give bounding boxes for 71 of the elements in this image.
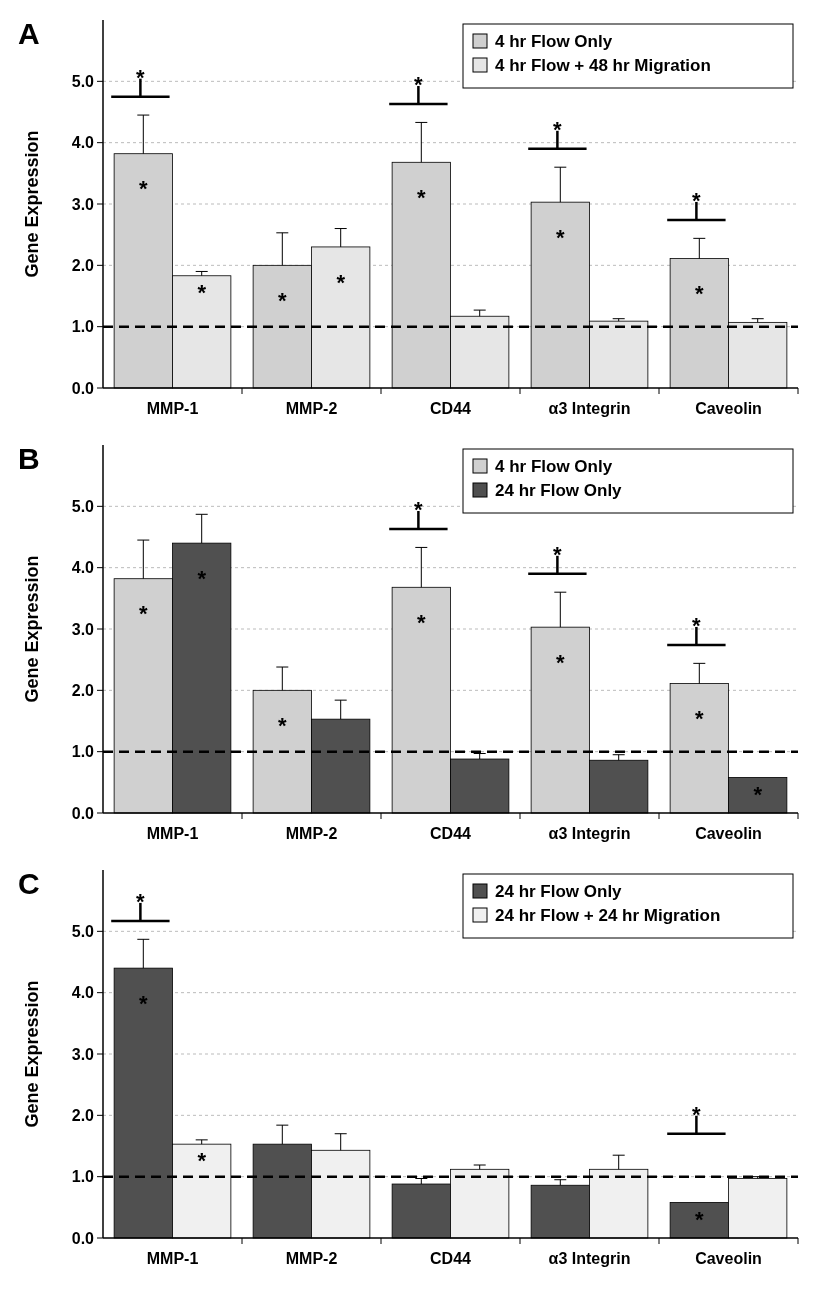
annotation: * xyxy=(553,541,563,567)
y-tick-label: 5.0 xyxy=(71,72,95,90)
y-axis-title: Gene Expression xyxy=(22,130,42,278)
y-tick-label: 4.0 xyxy=(71,134,95,152)
x-tick-label: MMP-2 xyxy=(285,825,338,842)
legend-label: 24 hr Flow Only xyxy=(495,881,623,901)
data-label: * xyxy=(139,601,149,627)
annotation: * xyxy=(692,612,702,638)
data-label: * xyxy=(695,1206,705,1232)
y-tick-label: 1.0 xyxy=(71,743,95,761)
data-label: * xyxy=(197,280,207,306)
x-tick-label: CD44 xyxy=(430,825,472,842)
legend-label: 4 hr Flow + 48 hr Migration xyxy=(495,55,711,75)
legend-label: 24 hr Flow + 24 hr Migration xyxy=(495,905,721,925)
legend-label: 24 hr Flow Only xyxy=(495,480,623,500)
y-tick-label: 0.0 xyxy=(71,804,95,822)
y-tick-label: 0.0 xyxy=(71,1229,95,1247)
annotation: * xyxy=(553,116,563,142)
x-tick-label: Caveolin xyxy=(695,825,762,842)
x-tick-label: CD44 xyxy=(430,1250,472,1267)
chart-title: B xyxy=(18,442,40,475)
data-label: * xyxy=(695,706,705,732)
data-label: * xyxy=(278,288,288,314)
x-tick-label: MMP-1 xyxy=(146,825,199,842)
annotation: * xyxy=(692,187,702,213)
data-label: * xyxy=(695,281,705,307)
y-tick-label: 5.0 xyxy=(71,922,95,940)
data-label: * xyxy=(556,649,566,675)
data-label: * xyxy=(139,990,149,1016)
annotation: * xyxy=(136,888,146,914)
x-tick-label: α3 Integrin xyxy=(548,825,631,842)
x-tick-label: Caveolin xyxy=(695,400,762,417)
y-tick-label: 4.0 xyxy=(71,984,95,1002)
x-tick-label: α3 Integrin xyxy=(548,1250,631,1267)
data-label: * xyxy=(197,565,207,591)
y-axis-title: Gene Expression xyxy=(22,980,42,1128)
data-label: * xyxy=(753,781,763,807)
data-label: * xyxy=(278,713,288,739)
x-tick-label: MMP-1 xyxy=(146,400,199,417)
y-tick-label: 2.0 xyxy=(71,681,95,699)
x-tick-label: α3 Integrin xyxy=(548,400,631,417)
y-tick-label: 4.0 xyxy=(71,559,95,577)
legend-label: 4 hr Flow Only xyxy=(495,31,613,51)
y-tick-label: 2.0 xyxy=(71,1106,95,1124)
annotation: * xyxy=(692,1101,702,1127)
y-tick-label: 3.0 xyxy=(71,620,95,638)
annotation: * xyxy=(136,64,146,90)
x-tick-label: Caveolin xyxy=(695,1250,762,1267)
data-label: * xyxy=(336,269,346,295)
chart-title: C xyxy=(18,867,40,900)
y-tick-label: 5.0 xyxy=(71,497,95,515)
data-label: * xyxy=(197,1148,207,1174)
y-tick-label: 0.0 xyxy=(71,379,95,397)
x-tick-label: MMP-2 xyxy=(285,400,338,417)
data-label: * xyxy=(417,185,427,211)
data-label: * xyxy=(417,610,427,636)
y-tick-label: 3.0 xyxy=(71,1045,95,1063)
data-label: * xyxy=(139,176,149,202)
x-tick-label: CD44 xyxy=(430,400,472,417)
legend-label: 4 hr Flow Only xyxy=(495,456,613,476)
annotation: * xyxy=(414,497,424,523)
y-axis-title: Gene Expression xyxy=(22,555,42,703)
data-label: * xyxy=(556,224,566,250)
chart-title: A xyxy=(18,17,40,50)
y-tick-label: 1.0 xyxy=(71,1168,95,1186)
x-tick-label: MMP-2 xyxy=(285,1250,338,1267)
y-tick-label: 2.0 xyxy=(71,256,95,274)
x-tick-label: MMP-1 xyxy=(146,1250,199,1267)
annotation: * xyxy=(414,72,424,98)
y-tick-label: 3.0 xyxy=(71,195,95,213)
y-tick-label: 1.0 xyxy=(71,318,95,336)
